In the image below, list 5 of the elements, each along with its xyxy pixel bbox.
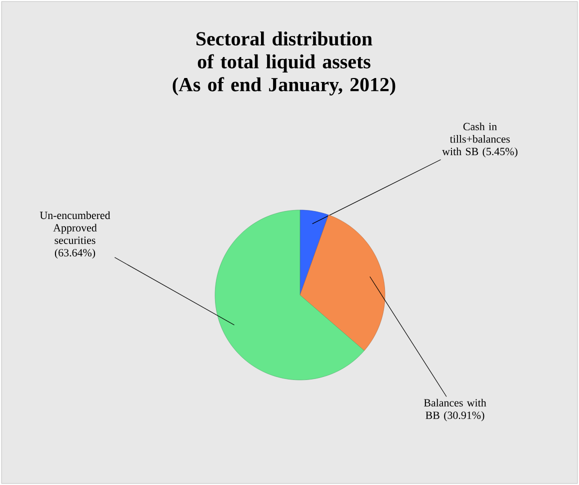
slice-label: Un-encumbered Approved securities (63.64%) bbox=[40, 211, 110, 259]
slice-label: Balances with BB (30.91%) bbox=[424, 398, 486, 422]
slice-label: Cash in tills+balances with SB (5.45%) bbox=[442, 122, 518, 158]
chart-subtitle: (As of end January, 2012) bbox=[172, 77, 396, 96]
chart-title: Sectoral distribution of total liquid assets bbox=[196, 32, 372, 72]
